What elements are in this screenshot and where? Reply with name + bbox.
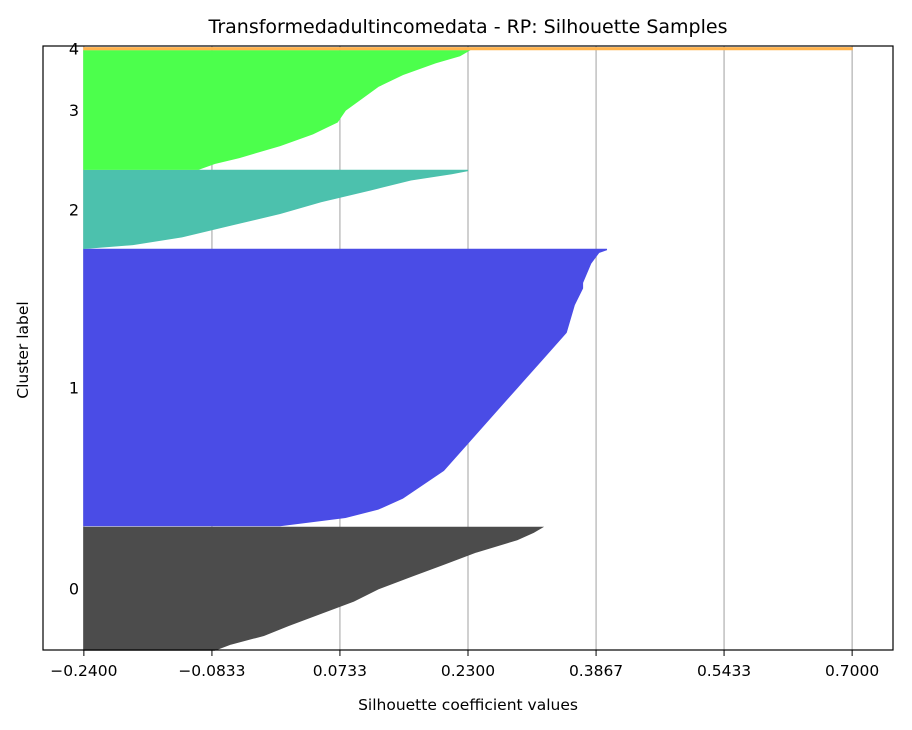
silhouette-clusters xyxy=(83,47,853,651)
cluster-label-2: 2 xyxy=(69,200,79,219)
cluster-label-1: 1 xyxy=(69,379,79,398)
x-tick-label: −0.0833 xyxy=(178,662,245,680)
x-axis-label: Silhouette coefficient values xyxy=(358,696,578,714)
cluster-4-silhouette xyxy=(83,47,853,51)
x-tick-label: 0.5433 xyxy=(697,662,751,680)
cluster-label-3: 3 xyxy=(69,101,79,120)
cluster-1-silhouette xyxy=(83,248,608,527)
cluster-2-silhouette xyxy=(83,169,469,250)
cluster-label-4: 4 xyxy=(69,40,79,59)
cluster-0-silhouette xyxy=(83,526,545,651)
x-tick-label: −0.2400 xyxy=(50,662,117,680)
x-tick-label: 0.3867 xyxy=(569,662,623,680)
y-axis-label: Cluster label xyxy=(14,301,32,398)
cluster-3-silhouette xyxy=(83,50,471,170)
cluster-labels: 0 1 2 3 4 xyxy=(69,40,79,599)
x-axis-ticks: −0.2400 −0.0833 0.0733 0.2300 0.3867 0.5433 0.… xyxy=(50,650,879,680)
cluster-label-0: 0 xyxy=(69,580,79,599)
x-tick-label: 0.7000 xyxy=(825,662,879,680)
x-tick-label: 0.0733 xyxy=(313,662,367,680)
chart-title: Transformedadultincomedata - RP: Silhoue… xyxy=(208,16,728,38)
x-tick-label: 0.2300 xyxy=(441,662,495,680)
